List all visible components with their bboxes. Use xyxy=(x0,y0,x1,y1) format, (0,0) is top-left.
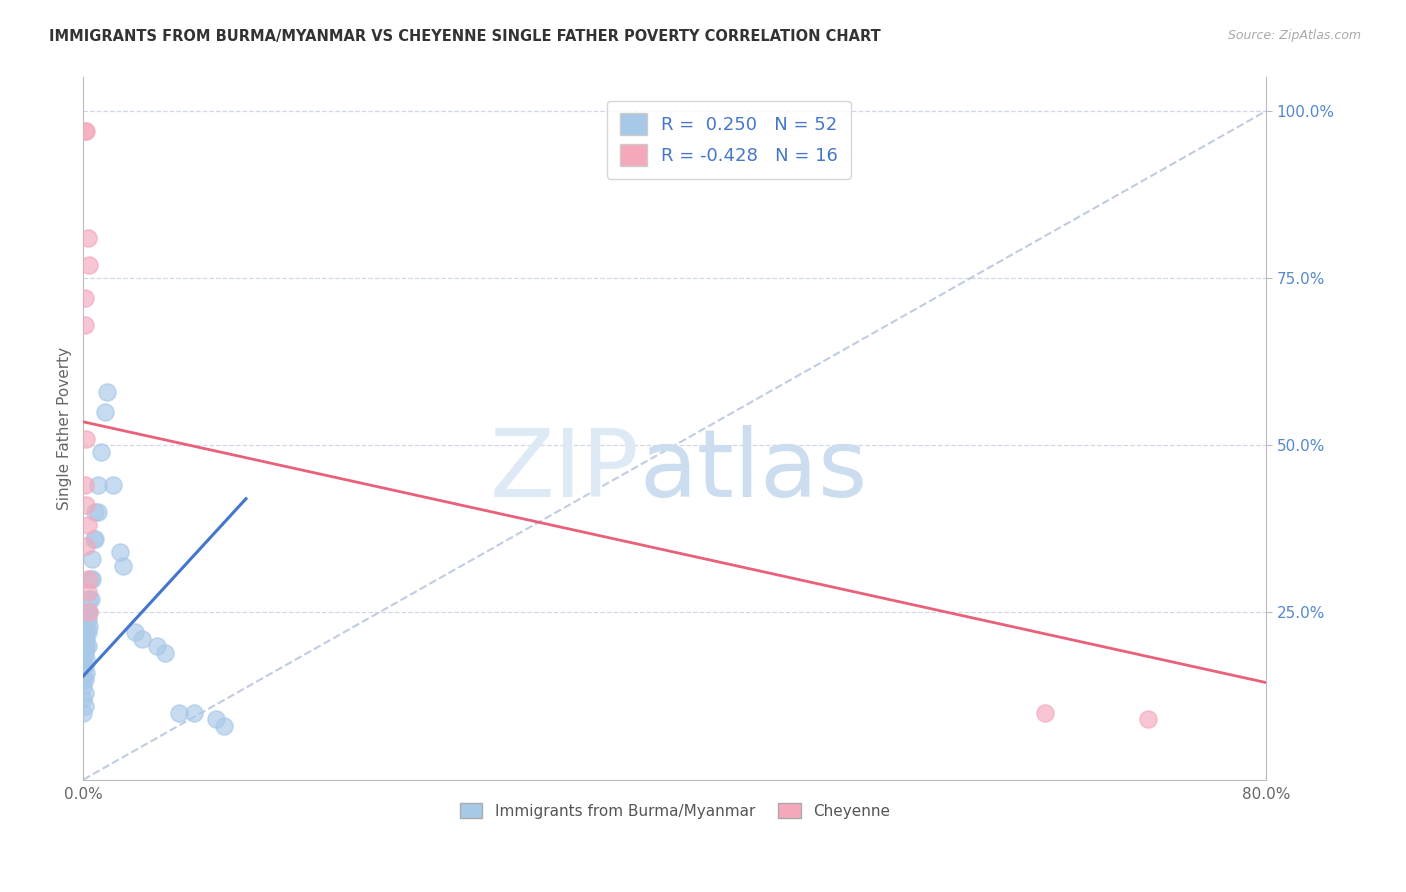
Point xyxy=(1137,713,1160,727)
Point xyxy=(75,632,97,647)
Point xyxy=(79,592,101,607)
Point xyxy=(87,478,110,492)
Point xyxy=(73,291,96,305)
Point xyxy=(87,505,110,519)
Point xyxy=(146,639,169,653)
Point xyxy=(75,619,97,633)
Point xyxy=(124,625,146,640)
Point xyxy=(73,699,96,714)
Point xyxy=(75,432,97,446)
Point xyxy=(75,639,97,653)
Point xyxy=(77,592,100,607)
Point xyxy=(76,585,98,599)
Text: ZIP: ZIP xyxy=(489,425,640,516)
Point xyxy=(76,625,98,640)
Point xyxy=(75,665,97,680)
Point xyxy=(73,673,96,687)
Point xyxy=(73,639,96,653)
Point xyxy=(90,445,112,459)
Point xyxy=(131,632,153,647)
Point xyxy=(73,318,96,332)
Point xyxy=(72,659,94,673)
Text: IMMIGRANTS FROM BURMA/MYANMAR VS CHEYENNE SINGLE FATHER POVERTY CORRELATION CHAR: IMMIGRANTS FROM BURMA/MYANMAR VS CHEYENN… xyxy=(49,29,882,45)
Point xyxy=(77,258,100,272)
Point xyxy=(183,706,205,720)
Point xyxy=(72,692,94,706)
Point xyxy=(76,606,98,620)
Point xyxy=(72,706,94,720)
Point xyxy=(205,713,228,727)
Point xyxy=(73,686,96,700)
Point xyxy=(72,673,94,687)
Point xyxy=(72,652,94,666)
Point xyxy=(153,646,176,660)
Point xyxy=(75,625,97,640)
Point xyxy=(77,606,100,620)
Point xyxy=(94,405,117,419)
Point xyxy=(110,545,132,559)
Point xyxy=(84,532,107,546)
Point xyxy=(77,619,100,633)
Point xyxy=(72,646,94,660)
Point xyxy=(83,532,105,546)
Point xyxy=(101,478,124,492)
Point xyxy=(75,499,97,513)
Legend: Immigrants from Burma/Myanmar, Cheyenne: Immigrants from Burma/Myanmar, Cheyenne xyxy=(453,797,896,824)
Point xyxy=(73,625,96,640)
Point xyxy=(75,539,97,553)
Point xyxy=(169,706,191,720)
Point xyxy=(73,632,96,647)
Point xyxy=(212,719,235,733)
Point xyxy=(76,518,98,533)
Point xyxy=(73,646,96,660)
Point xyxy=(73,659,96,673)
Point xyxy=(76,639,98,653)
Point xyxy=(76,572,98,586)
Point xyxy=(77,606,100,620)
Point xyxy=(72,679,94,693)
Point xyxy=(72,639,94,653)
Point xyxy=(73,478,96,492)
Point xyxy=(82,552,104,566)
Y-axis label: Single Father Poverty: Single Father Poverty xyxy=(58,347,72,510)
Point xyxy=(96,384,118,399)
Point xyxy=(73,124,96,138)
Text: Source: ZipAtlas.com: Source: ZipAtlas.com xyxy=(1227,29,1361,43)
Point xyxy=(79,572,101,586)
Point xyxy=(75,124,97,138)
Point xyxy=(1033,706,1056,720)
Text: atlas: atlas xyxy=(640,425,868,516)
Point xyxy=(76,612,98,626)
Point xyxy=(112,558,135,573)
Point xyxy=(76,231,98,245)
Point xyxy=(84,505,107,519)
Point xyxy=(75,652,97,666)
Point xyxy=(82,572,104,586)
